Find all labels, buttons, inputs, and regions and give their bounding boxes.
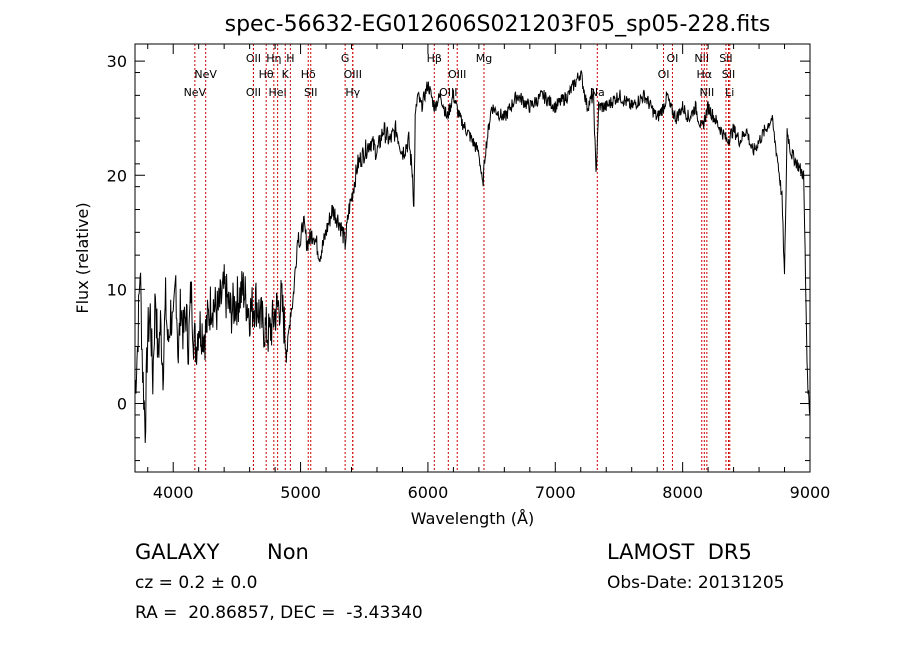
x-tick-label: 7000 xyxy=(535,483,576,502)
x-tick-label: 5000 xyxy=(280,483,321,502)
plot-frame xyxy=(134,43,811,473)
y-tick-label: 10 xyxy=(107,280,127,299)
x-tick-label: 6000 xyxy=(408,483,449,502)
y-tick-label: 0 xyxy=(117,395,127,414)
line-label: Hβ xyxy=(427,52,442,65)
line-label: Mg xyxy=(476,52,492,65)
x-tick-label: 8000 xyxy=(662,483,703,502)
line-label: OI xyxy=(666,52,678,65)
line-label: G xyxy=(341,52,350,65)
line-label: NII xyxy=(699,86,714,99)
line-label: SII xyxy=(304,86,317,99)
survey-name: LAMOST DR5 xyxy=(607,540,752,564)
line-label: NeV xyxy=(194,68,217,81)
line-label: Hδ xyxy=(301,68,316,81)
y-axis-label: Flux (relative) xyxy=(73,202,92,313)
line-label: Hγ xyxy=(345,86,360,99)
line-label: OII xyxy=(246,52,261,65)
line-label: OIII xyxy=(439,86,457,99)
x-tick-label: 9000 xyxy=(790,483,831,502)
line-label: OII xyxy=(246,86,261,99)
x-axis-label: Wavelength (Å) xyxy=(411,509,534,528)
line-label: H xyxy=(286,52,294,65)
observation-date: Obs-Date: 20131205 xyxy=(607,573,785,593)
x-tick-label: 4000 xyxy=(153,483,194,502)
line-label: NeV xyxy=(184,86,207,99)
coordinates: RA = 20.86857, DEC = -3.43340 xyxy=(135,603,423,623)
line-label: Hα xyxy=(697,68,713,81)
spectrum-line xyxy=(134,69,811,444)
line-label: Hθ xyxy=(259,68,274,81)
line-label: Hη xyxy=(266,52,281,65)
line-label: OI xyxy=(658,68,670,81)
line-label: SII xyxy=(722,68,735,81)
line-label: OIII xyxy=(344,68,362,81)
line-label: NII xyxy=(694,52,709,65)
object-class: GALAXY xyxy=(135,540,220,564)
redshift-value: cz = 0.2 ± 0.0 xyxy=(135,573,258,593)
y-tick-label: 20 xyxy=(107,166,127,185)
line-label: K xyxy=(282,68,290,81)
line-label: HeI xyxy=(268,86,286,99)
y-tick-label: 30 xyxy=(107,52,127,71)
line-label: OIII xyxy=(448,68,466,81)
object-subclass: Non xyxy=(267,540,309,564)
chart-title: spec-56632-EG012606S021203F05_sp05-228.f… xyxy=(225,12,771,37)
line-label: Li xyxy=(725,86,734,99)
line-label: SII xyxy=(719,52,732,65)
